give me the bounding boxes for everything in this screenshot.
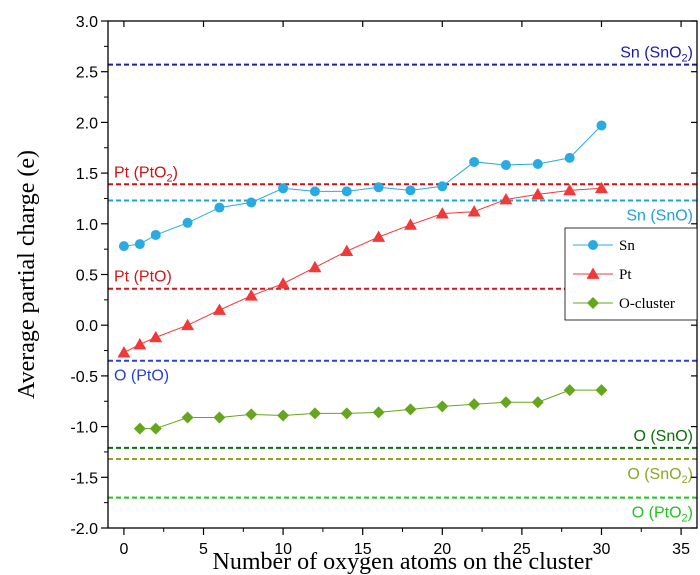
data-point-pt — [340, 244, 354, 257]
reference-line-label: Sn (SnO2) — [620, 45, 693, 65]
data-point-sn — [341, 186, 352, 197]
data-point-sn — [500, 159, 511, 170]
y-tick-label: -2.0 — [70, 521, 98, 538]
data-point-o-cluster — [245, 408, 258, 421]
data-point-pt — [372, 230, 386, 242]
reference-line-label: O (PtO) — [114, 368, 169, 385]
data-point-pt — [499, 192, 513, 205]
y-tick-label: 2.0 — [76, 115, 98, 132]
x-tick-label: 5 — [199, 541, 208, 558]
data-point-o-cluster — [595, 384, 608, 397]
data-point-sn — [373, 182, 384, 193]
data-point-o-cluster — [563, 384, 576, 397]
data-point-pt — [244, 289, 258, 301]
data-point-sn — [469, 156, 480, 167]
reference-line-label: Sn (SnO) — [626, 207, 693, 224]
x-axis-title: Number of oxygen atoms on the cluster — [213, 549, 593, 575]
legend-label-o-cluster: O-cluster — [619, 296, 675, 312]
data-point-pt — [181, 318, 195, 331]
y-tick-label: -1.5 — [70, 470, 98, 487]
data-point-pt — [276, 277, 290, 289]
data-point-pt — [594, 181, 608, 194]
reference-lines: Sn (SnO2) Pt (PtO2) Sn (SnO) Pt (PtO) O (PtO… — [108, 45, 697, 525]
y-tick-label: 0.5 — [76, 268, 98, 285]
legend-marker-pt — [586, 267, 600, 279]
x-tick-label: 35 — [672, 541, 690, 558]
y-tick-label: 3.0 — [76, 14, 98, 31]
x-tick-label: 0 — [119, 541, 128, 558]
reference-line-label: Pt (PtO2) — [114, 164, 178, 184]
data-point-sn — [532, 158, 543, 169]
y-tick-label: -1.0 — [70, 420, 98, 437]
legend-marker-sn — [588, 240, 598, 250]
data-point-pt — [531, 187, 545, 200]
data-point-o-cluster — [404, 403, 417, 416]
data-point-o-cluster — [277, 409, 290, 422]
data-point-sn — [246, 197, 257, 208]
data-point-pt — [149, 330, 163, 343]
series-line-pt — [123, 187, 602, 354]
data-point-sn — [182, 217, 193, 228]
legend-label-pt: Pt — [619, 267, 632, 283]
reference-line-label: O (SnO) — [633, 428, 693, 445]
legend-marker-o-cluster — [587, 297, 599, 309]
series-line-sn — [123, 125, 602, 247]
data-point-pt — [403, 218, 417, 230]
data-point-pt — [563, 183, 577, 196]
data-point-pt — [308, 260, 322, 273]
data-point-sn — [564, 152, 575, 163]
data-point-pt — [133, 337, 147, 350]
legend-label-sn: Sn — [619, 238, 635, 254]
y-axis-title: Average partial charge (e) — [14, 150, 40, 399]
x-tick-label: 25 — [513, 541, 531, 558]
y-tick-label: 2.5 — [76, 65, 98, 82]
data-point-o-cluster — [436, 400, 449, 413]
data-point-o-cluster — [499, 396, 512, 409]
data-point-o-cluster — [181, 411, 194, 424]
reference-line-label: Pt (PtO) — [114, 269, 172, 286]
series-line-o-cluster — [139, 389, 602, 430]
reference-line-label: O (PtO2) — [632, 505, 693, 525]
data-point-sn — [437, 181, 448, 192]
data-point-sn — [278, 183, 289, 194]
data-point-sn — [405, 185, 416, 196]
data-point-sn — [214, 202, 225, 213]
data-point-o-cluster — [308, 407, 321, 420]
data-point-sn — [134, 239, 145, 250]
data-point-sn — [150, 229, 161, 240]
data-point-sn — [596, 120, 607, 131]
data-point-o-cluster — [213, 411, 226, 424]
data-point-pt — [467, 205, 481, 217]
y-tick-label: 1.0 — [76, 217, 98, 234]
data-series — [117, 120, 608, 435]
data-point-o-cluster — [468, 398, 481, 411]
axis-ticks: 0 5 10 15 20 25 30 35 -2.0 -1.5 -1.0 -0.5 0.0 0.5 1.0 1… — [70, 14, 697, 558]
data-point-pt — [212, 303, 226, 315]
data-point-o-cluster — [149, 422, 162, 435]
y-tick-label: -0.5 — [70, 369, 98, 386]
x-tick-label: 20 — [433, 541, 451, 558]
data-point-pt — [435, 207, 449, 219]
legend: Sn Pt O-cluster — [564, 227, 698, 321]
x-tick-label: 30 — [593, 541, 611, 558]
data-point-pt — [117, 346, 131, 358]
data-point-sn — [118, 241, 129, 252]
data-point-o-cluster — [133, 422, 146, 435]
data-point-o-cluster — [531, 396, 544, 409]
x-tick-label: 15 — [354, 541, 372, 558]
data-point-o-cluster — [340, 407, 353, 420]
data-point-o-cluster — [372, 406, 385, 419]
data-point-sn — [309, 186, 320, 197]
y-tick-label: 1.5 — [76, 166, 98, 183]
reference-line-label: O (SnO2) — [627, 466, 693, 486]
y-tick-label: 0.0 — [76, 318, 98, 335]
x-tick-label: 10 — [274, 541, 292, 558]
